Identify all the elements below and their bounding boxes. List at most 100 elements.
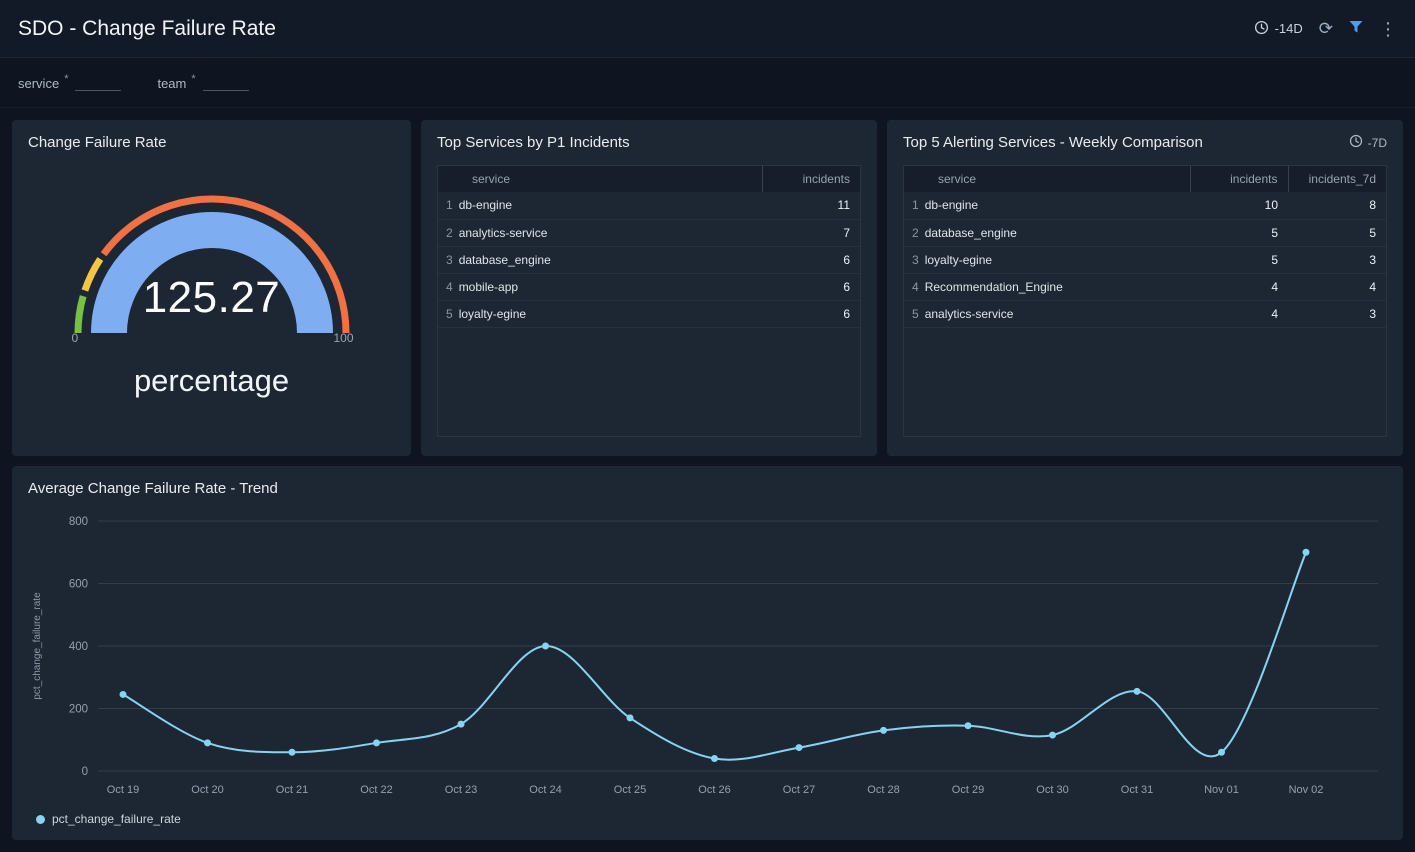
panel-time-range[interactable]: -7D (1349, 134, 1387, 151)
table-row[interactable]: 3 loyalty-egine 5 3 (904, 246, 1386, 274)
panel-title: Average Change Failure Rate - Trend (28, 480, 278, 497)
svg-text:Oct 30: Oct 30 (1036, 784, 1068, 796)
table-row[interactable]: 1 db-engine 10 8 (904, 192, 1386, 220)
filter-icon (1349, 21, 1363, 37)
weekly-comparison-table: service incidents incidents_7d 1 db-engine 10… (903, 165, 1387, 437)
row-rank: 2 (904, 219, 925, 247)
value-cell: 5 (1288, 219, 1386, 247)
svg-text:Oct 22: Oct 22 (360, 784, 392, 796)
legend-label: pct_change_failure_rate (52, 812, 181, 826)
service-name[interactable]: loyalty-egine (458, 300, 762, 328)
panel-title: Top 5 Alerting Services - Weekly Compari… (903, 134, 1203, 151)
header-controls: -14D ⟳ ⋮ (1254, 20, 1397, 38)
value-cell: 4 (1190, 273, 1288, 301)
team-filter-label: team (157, 76, 187, 91)
svg-text:Oct 29: Oct 29 (952, 784, 984, 796)
column-header-incidents[interactable]: incidents (1189, 166, 1288, 192)
svg-text:200: 200 (69, 704, 88, 716)
svg-text:Oct 23: Oct 23 (445, 784, 477, 796)
svg-text:Oct 28: Oct 28 (867, 784, 899, 796)
service-name[interactable]: db-engine (924, 192, 1190, 220)
time-range-label: -14D (1274, 21, 1303, 36)
table-row[interactable]: 1 db-engine 11 (438, 192, 860, 220)
row-rank: 1 (904, 192, 925, 220)
service-name[interactable]: database_engine (924, 219, 1190, 247)
column-header-incidents[interactable]: incidents (761, 166, 860, 192)
table-row[interactable]: 2 database_engine 5 5 (904, 219, 1386, 247)
svg-text:Nov 02: Nov 02 (1289, 784, 1324, 796)
svg-text:Nov 01: Nov 01 (1204, 784, 1239, 796)
refresh-button[interactable]: ⟳ (1318, 19, 1333, 38)
svg-text:Oct 21: Oct 21 (276, 784, 308, 796)
service-name[interactable]: loyalty-egine (924, 246, 1190, 274)
value-cell: 3 (1288, 300, 1386, 328)
value-cell: 4 (1190, 300, 1288, 328)
row-rank: 4 (438, 273, 459, 301)
team-filter: team * (157, 73, 249, 91)
trend-chart: 0 200 400 600 800 Oct 19 Oct 20 Oct 21 Oct 22 Oct… (28, 505, 1387, 810)
service-name[interactable]: database_engine (458, 246, 762, 274)
svg-text:400: 400 (69, 641, 88, 653)
dashboard-content: Change Failure Rate 125.27 0 100 percent… (0, 108, 1415, 852)
service-filter: service * (18, 73, 122, 91)
gauge-axis-min: 0 (71, 331, 79, 345)
panel-p1-incidents: Top Services by P1 Incidents service inci… (421, 120, 877, 456)
value-cell: 6 (762, 246, 860, 274)
svg-text:Oct 26: Oct 26 (698, 784, 730, 796)
services-table: service incidents incidents_7d 1 db-engine 10… (904, 166, 1386, 328)
table-row[interactable]: 4 mobile-app 6 (438, 273, 860, 301)
svg-text:600: 600 (69, 579, 88, 591)
gauge-unit-label: percentage (133, 363, 290, 398)
service-filter-input[interactable] (75, 74, 122, 91)
column-header-service[interactable]: service (438, 166, 762, 192)
service-name[interactable]: mobile-app (458, 273, 762, 301)
gauge-chart: 125.27 0 100 (62, 181, 362, 353)
value-cell: 5 (1190, 246, 1288, 274)
page-title: SDO - Change Failure Rate (18, 16, 276, 40)
service-name[interactable]: Recommendation_Engine (924, 273, 1190, 301)
svg-text:Oct 25: Oct 25 (614, 784, 646, 796)
table-row[interactable]: 5 analytics-service 4 3 (904, 300, 1386, 328)
table-row[interactable]: 3 database_engine 6 (438, 246, 860, 274)
value-cell: 10 (1190, 192, 1288, 220)
services-table: service incidents 1 db-engine 11 2 analytics-s… (438, 166, 860, 328)
p1-incidents-table: service incidents 1 db-engine 11 2 analytics-s… (437, 165, 861, 437)
svg-text:800: 800 (69, 516, 88, 528)
value-cell: 8 (1288, 192, 1386, 220)
svg-text:Oct 27: Oct 27 (783, 784, 815, 796)
value-cell: 7 (762, 219, 860, 247)
service-name[interactable]: db-engine (458, 192, 762, 220)
row-rank: 2 (438, 219, 459, 247)
svg-text:Oct 31: Oct 31 (1121, 784, 1153, 796)
svg-text:pct_change_failure_rate: pct_change_failure_rate (32, 592, 43, 700)
team-filter-input[interactable] (202, 74, 249, 91)
svg-text:Oct 24: Oct 24 (529, 784, 561, 796)
filter-bar: service * team * (0, 58, 1415, 108)
panel-title: Top Services by P1 Incidents (437, 134, 630, 151)
gauge-axis-max: 100 (333, 331, 354, 345)
value-cell: 6 (762, 273, 860, 301)
table-row[interactable]: 2 analytics-service 7 (438, 219, 860, 247)
panel-title: Change Failure Rate (28, 134, 167, 151)
row-rank: 5 (438, 300, 459, 328)
required-marker: * (191, 73, 196, 85)
dashboard-header: SDO - Change Failure Rate -14D ⟳ ⋮ (0, 0, 1415, 58)
clock-icon (1349, 134, 1363, 151)
time-picker-button[interactable]: -14D (1254, 20, 1303, 38)
service-name[interactable]: analytics-service (924, 300, 1190, 328)
table-row[interactable]: 5 loyalty-egine 6 (438, 300, 860, 328)
kebab-menu-icon[interactable]: ⋮ (1379, 18, 1397, 39)
value-cell: 6 (762, 300, 860, 328)
service-name[interactable]: analytics-service (458, 219, 762, 247)
svg-text:Oct 19: Oct 19 (107, 784, 139, 796)
value-cell: 5 (1190, 219, 1288, 247)
column-header-incidents_7d[interactable]: incidents_7d (1287, 166, 1386, 192)
filter-button[interactable] (1349, 20, 1363, 37)
svg-text:Oct 20: Oct 20 (191, 784, 223, 796)
column-header-service[interactable]: service (904, 166, 1190, 192)
panel-trend: Average Change Failure Rate - Trend 0 200… (12, 466, 1403, 840)
required-marker: * (64, 73, 69, 85)
chart-legend[interactable]: pct_change_failure_rate (28, 812, 1387, 826)
table-row[interactable]: 4 Recommendation_Engine 4 4 (904, 273, 1386, 301)
svg-text:0: 0 (82, 766, 88, 778)
